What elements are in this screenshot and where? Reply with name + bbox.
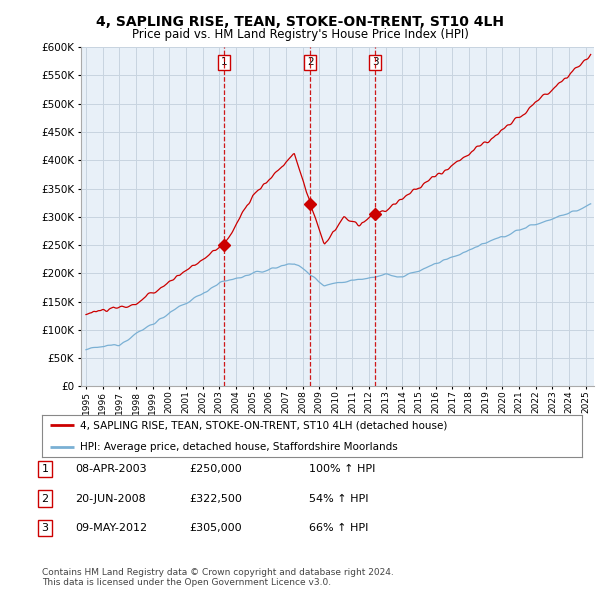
Text: 20-JUN-2008: 20-JUN-2008 xyxy=(75,494,146,503)
Text: £322,500: £322,500 xyxy=(189,494,242,503)
Text: 1: 1 xyxy=(41,464,49,474)
Text: £305,000: £305,000 xyxy=(189,523,242,533)
Text: 100% ↑ HPI: 100% ↑ HPI xyxy=(309,464,376,474)
Text: £250,000: £250,000 xyxy=(189,464,242,474)
Text: 09-MAY-2012: 09-MAY-2012 xyxy=(75,523,147,533)
Text: 3: 3 xyxy=(372,57,379,67)
Text: 1: 1 xyxy=(220,57,227,67)
Text: 54% ↑ HPI: 54% ↑ HPI xyxy=(309,494,368,503)
Text: 66% ↑ HPI: 66% ↑ HPI xyxy=(309,523,368,533)
Text: 2: 2 xyxy=(307,57,314,67)
Text: 4, SAPLING RISE, TEAN, STOKE-ON-TRENT, ST10 4LH: 4, SAPLING RISE, TEAN, STOKE-ON-TRENT, S… xyxy=(96,15,504,29)
Text: Contains HM Land Registry data © Crown copyright and database right 2024.
This d: Contains HM Land Registry data © Crown c… xyxy=(42,568,394,587)
Text: HPI: Average price, detached house, Staffordshire Moorlands: HPI: Average price, detached house, Staf… xyxy=(80,442,398,451)
Text: 3: 3 xyxy=(41,523,49,533)
Text: 2: 2 xyxy=(41,494,49,503)
Text: 08-APR-2003: 08-APR-2003 xyxy=(75,464,146,474)
Text: 4, SAPLING RISE, TEAN, STOKE-ON-TRENT, ST10 4LH (detached house): 4, SAPLING RISE, TEAN, STOKE-ON-TRENT, S… xyxy=(80,421,447,430)
Text: Price paid vs. HM Land Registry's House Price Index (HPI): Price paid vs. HM Land Registry's House … xyxy=(131,28,469,41)
